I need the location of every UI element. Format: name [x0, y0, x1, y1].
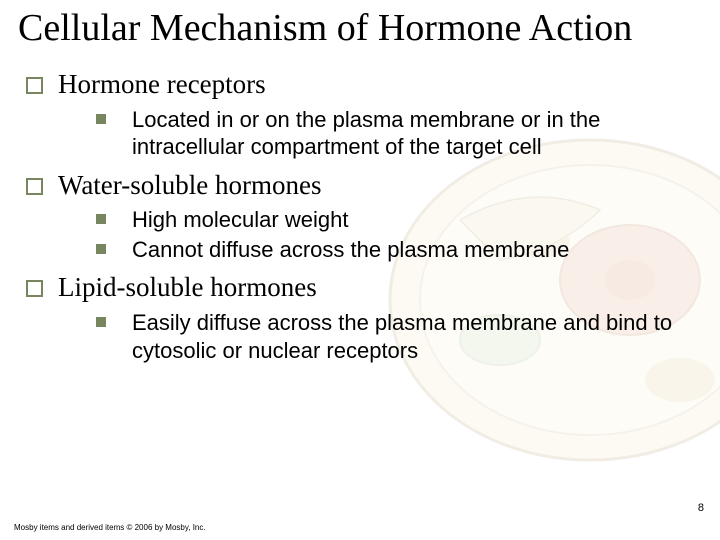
- bullet-label: Lipid-soluble hormones: [58, 272, 317, 302]
- outline-list: Hormone receptors Located in or on the p…: [18, 68, 702, 364]
- bullet-water-soluble: Water-soluble hormones High molecular we…: [26, 169, 702, 264]
- bullet-label: Hormone receptors: [58, 69, 266, 99]
- bullet-hormone-receptors: Hormone receptors Located in or on the p…: [26, 68, 702, 161]
- slide-content: Cellular Mechanism of Hormone Action Hor…: [0, 0, 720, 540]
- sublist: Located in or on the plasma membrane or …: [58, 106, 702, 161]
- sub-bullet: Located in or on the plasma membrane or …: [96, 106, 702, 161]
- sub-bullet: Easily diffuse across the plasma membran…: [96, 309, 702, 364]
- sub-bullet: Cannot diffuse across the plasma membran…: [96, 236, 702, 264]
- sublist: High molecular weight Cannot diffuse acr…: [58, 206, 702, 263]
- bullet-lipid-soluble: Lipid-soluble hormones Easily diffuse ac…: [26, 271, 702, 364]
- sub-bullet: High molecular weight: [96, 206, 702, 234]
- sublist: Easily diffuse across the plasma membran…: [58, 309, 702, 364]
- bullet-label: Water-soluble hormones: [58, 170, 321, 200]
- slide-title: Cellular Mechanism of Hormone Action: [18, 8, 702, 50]
